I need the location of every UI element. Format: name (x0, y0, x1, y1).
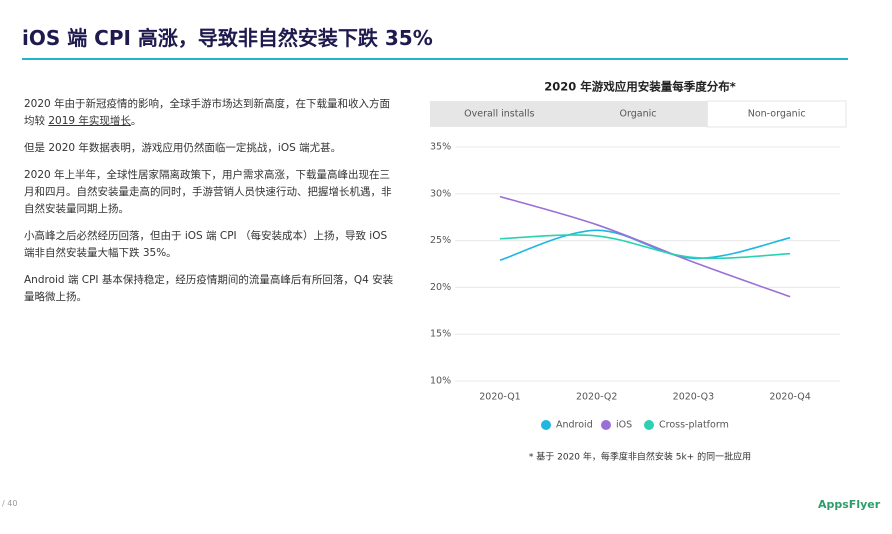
title-rule (22, 58, 848, 60)
text-segment: 2020 年上半年，全球性居家隔离政策下，用户需求高涨，下载量高峰出现在三月和四… (24, 169, 392, 215)
tab[interactable]: Non-organic (748, 109, 806, 120)
text-segment: 小高峰之后必然经历回落，但由于 iOS 端 CPI （每安装成本）上扬，导致 i… (24, 230, 388, 259)
text-segment: 2019 年实现增长 (48, 115, 131, 127)
chart-title: 2020 年游戏应用安装量每季度分布* (544, 80, 736, 94)
x-tick-label: 2020-Q3 (673, 392, 714, 403)
legend-label: iOS (616, 420, 632, 431)
y-tick-label: 15% (430, 329, 451, 340)
legend-label: Cross-platform (659, 420, 729, 431)
text-segment: 2020 年由于新冠疫情的影响，全球手游市场达到新高度，在下载量和收入方面均较 (24, 98, 391, 127)
footnote: * 基于 2020 年，每季度非自然安装 5k+ 的同一批应用 (529, 451, 751, 463)
series-line (499, 234, 791, 260)
legend-marker (541, 420, 551, 430)
tab[interactable]: Overall installs (464, 109, 534, 120)
text-segment: Android 端 CPI 基本保持稳定，经历疫情期间的流量高峰后有所回落，Q4… (24, 274, 394, 303)
x-tick-label: 2020-Q2 (576, 392, 617, 403)
text-segment: 但是 2020 年数据表明，游戏应用仍然面临一定挑战，iOS 端尤甚。 (24, 142, 342, 154)
series-line (499, 229, 791, 262)
x-tick-label: 2020-Q4 (769, 392, 810, 403)
paragraph: 但是 2020 年数据表明，游戏应用仍然面临一定挑战，iOS 端尤甚。 (24, 140, 398, 157)
legend-marker (644, 420, 654, 430)
paragraph: Android 端 CPI 基本保持稳定，经历疫情期间的流量高峰后有所回落，Q4… (24, 272, 398, 306)
x-tick-label: 2020-Q1 (479, 392, 520, 403)
paragraph: 小高峰之后必然经历回落，但由于 iOS 端 CPI （每安装成本）上扬，导致 i… (24, 228, 398, 262)
y-tick-label: 25% (430, 235, 451, 246)
series-line (499, 195, 791, 298)
tab[interactable]: Organic (620, 109, 657, 120)
paragraph: 2020 年上半年，全球性居家隔离政策下，用户需求高涨，下载量高峰出现在三月和四… (24, 167, 398, 218)
y-tick-label: 20% (430, 282, 451, 293)
logo: AppsFlyer (818, 498, 881, 511)
paragraph: 2020 年由于新冠疫情的影响，全球手游市场达到新高度，在下载量和收入方面均较 … (24, 96, 398, 130)
legend-label: Android (556, 420, 593, 431)
text-segment: 。 (130, 115, 142, 127)
page-number: / 40 (2, 499, 18, 508)
y-tick-label: 10% (430, 376, 451, 387)
y-tick-label: 30% (430, 188, 451, 199)
y-tick-label: 35% (430, 142, 451, 153)
tab-selected (706, 100, 847, 128)
legend-marker (601, 420, 611, 430)
body-text: 2020 年由于新冠疫情的影响，全球手游市场达到新高度，在下载量和收入方面均较 … (24, 96, 398, 316)
slide-title: iOS 端 CPI 高涨，导致非自然安装下跌 35% (22, 26, 433, 50)
